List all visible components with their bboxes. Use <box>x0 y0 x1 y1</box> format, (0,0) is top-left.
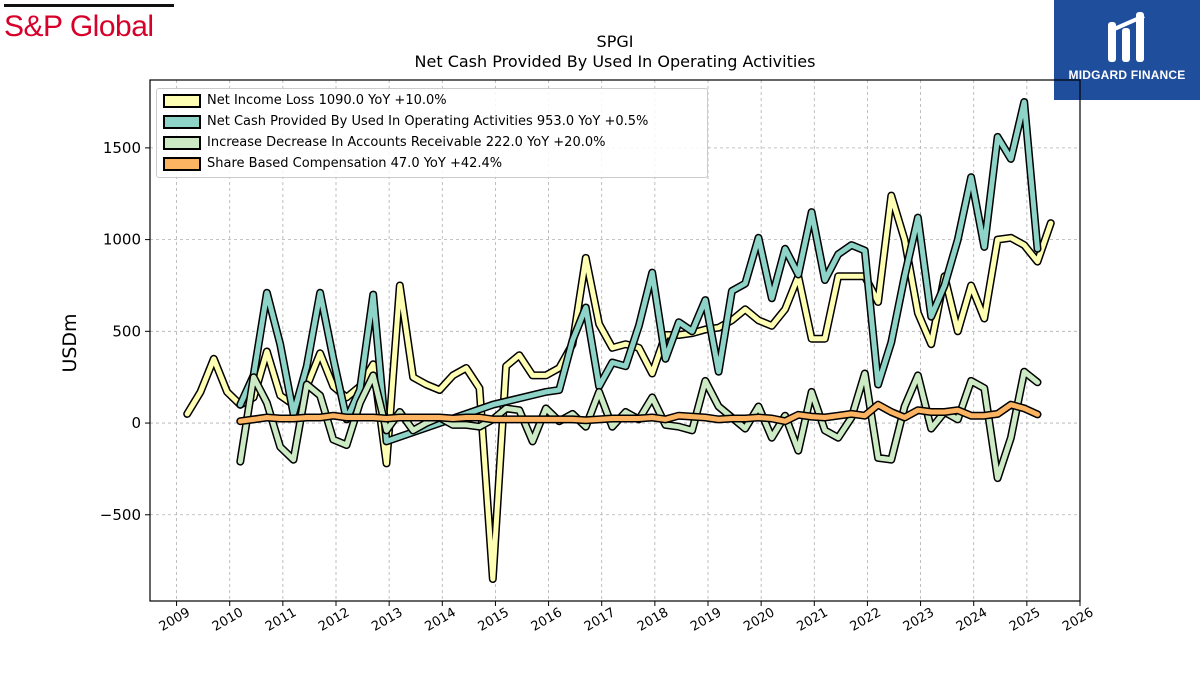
legend-swatch <box>163 135 201 150</box>
x-tick-label: 2024 <box>954 605 990 635</box>
chart-subtitle: Net Cash Provided By Used In Operating A… <box>414 52 816 71</box>
x-tick-label: 2015 <box>476 605 512 635</box>
legend-label: Net Cash Provided By Used In Operating A… <box>207 114 649 129</box>
x-tick-label: 2013 <box>369 605 405 635</box>
x-tick-label: 2010 <box>210 605 246 635</box>
x-tick-label: 2020 <box>741 605 777 635</box>
x-tick-label: 2014 <box>422 605 458 635</box>
y-axis-label: USDm <box>59 313 81 372</box>
legend-label: Increase Decrease In Accounts Receivable… <box>207 135 606 150</box>
sp-global-logo-text: S&P Global <box>4 10 154 43</box>
midgard-finance-logo-text: MIDGARD FINANCE <box>1068 68 1186 82</box>
sp-global-logo: S&P Global <box>4 4 176 42</box>
chart-legend: Net Income Loss 1090.0 YoY +10.0% Net Ca… <box>156 88 708 178</box>
x-tick-label: 2023 <box>901 605 937 635</box>
legend-item-share-comp: Share Based Compensation 47.0 YoY +42.4% <box>163 156 502 174</box>
y-tick-label: −500 <box>100 506 141 524</box>
y-tick-label: 1500 <box>103 139 141 157</box>
y-tick-label: 500 <box>112 322 141 340</box>
x-tick-label: 2019 <box>688 605 724 635</box>
chart-title: SPGI <box>596 32 634 51</box>
x-tick-label: 2012 <box>316 605 352 635</box>
legend-item-operating-cash: Net Cash Provided By Used In Operating A… <box>163 114 648 132</box>
logo-rule <box>4 4 174 7</box>
plot-frame <box>149 79 1081 602</box>
legend-label: Share Based Compensation 47.0 YoY +42.4% <box>207 156 503 171</box>
y-tick-label: 0 <box>131 414 141 432</box>
x-tick-label: 2025 <box>1007 605 1043 635</box>
legend-swatch <box>163 114 201 129</box>
x-tick-label: 2009 <box>157 605 193 635</box>
x-tick-label: 2021 <box>794 605 830 635</box>
x-tick-label: 2026 <box>1060 605 1096 635</box>
midgard-finance-logo: MIDGARD FINANCE <box>1054 0 1200 100</box>
midgard-mark-icon <box>1108 12 1145 62</box>
legend-swatch <box>163 156 201 171</box>
x-tick-label: 2011 <box>263 605 299 635</box>
series-line <box>237 402 1040 424</box>
legend-item-receivables: Increase Decrease In Accounts Receivable… <box>163 135 605 153</box>
legend-swatch <box>163 93 201 108</box>
series-line <box>237 99 1040 444</box>
x-tick-label: 2022 <box>848 605 884 635</box>
series-layer <box>183 98 1055 583</box>
x-tick-label: 2018 <box>635 605 671 635</box>
x-tick-label: 2017 <box>582 605 618 635</box>
series-share-based-compensation <box>236 400 1042 426</box>
legend-item-net-income: Net Income Loss 1090.0 YoY +10.0% <box>163 93 447 111</box>
legend-label: Net Income Loss 1090.0 YoY +10.0% <box>207 93 447 108</box>
y-tick-label: 1000 <box>103 231 141 249</box>
series-net-cash-provided-by-used-in-operating-activities <box>236 98 1042 446</box>
x-tick-label: 2016 <box>529 605 565 635</box>
